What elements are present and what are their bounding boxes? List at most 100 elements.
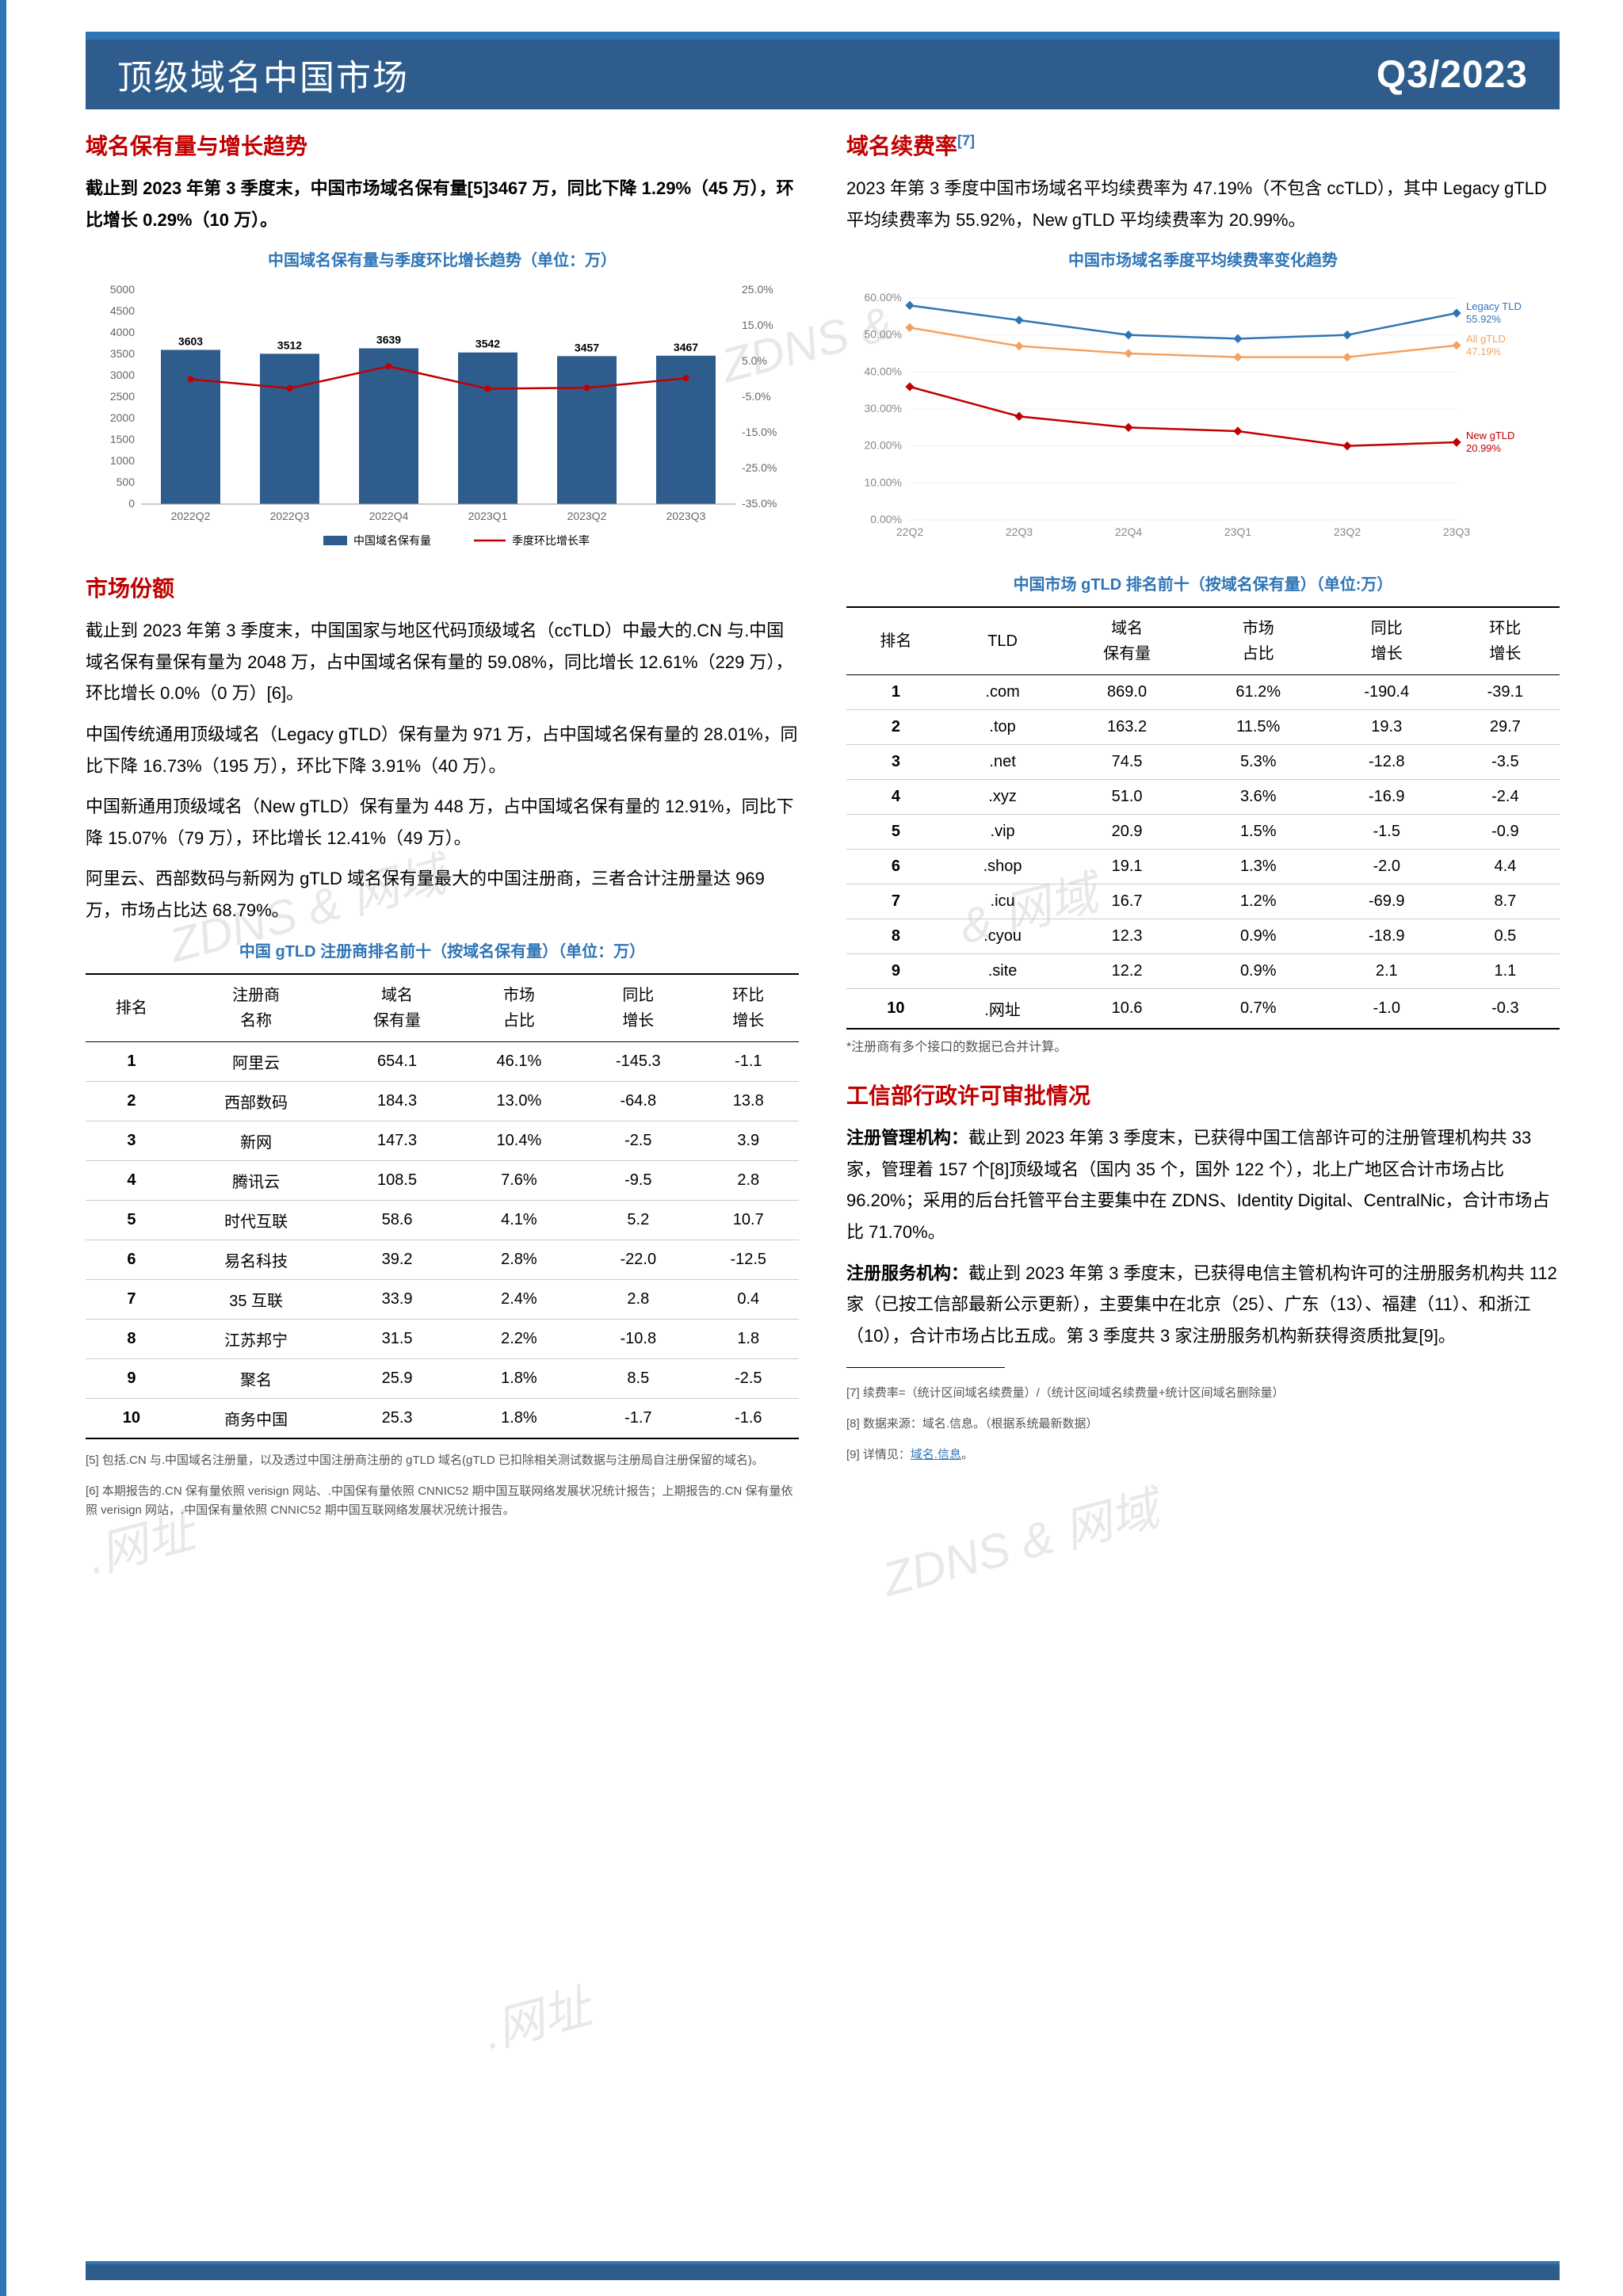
table-header: 市场占比: [1194, 607, 1323, 675]
table-cell: 阿里云: [178, 1041, 335, 1081]
table-cell: -18.9: [1323, 919, 1451, 954]
table-cell: 2.8%: [460, 1240, 579, 1279]
sec-market-p4: 阿里云、西部数码与新网为 gTLD 域名保有量最大的中国注册商，三者合计注册量达…: [86, 863, 799, 926]
table-cell: -2.4: [1451, 780, 1560, 815]
table-cell: -0.3: [1451, 989, 1560, 1030]
table-row: 9聚名25.91.8%8.5-2.5: [86, 1358, 799, 1398]
table-cell: 147.3: [334, 1121, 459, 1160]
table-cell: 3.9: [698, 1121, 799, 1160]
table2-title: 中国市场 gTLD 排名前十（按域名保有量）（单位:万）: [846, 571, 1560, 594]
table-cell: 1: [86, 1041, 178, 1081]
table-header: 排名: [846, 607, 945, 675]
table-cell: .xyz: [945, 780, 1060, 815]
registrar-table: 排名注册商名称域名保有量市场占比同比增长环比增长1阿里云654.146.1%-1…: [86, 973, 799, 1439]
table-cell: 11.5%: [1194, 710, 1323, 745]
table-cell: 1.3%: [1194, 850, 1323, 884]
svg-text:Legacy TLD: Legacy TLD: [1466, 300, 1522, 312]
sec-domain-growth-p1: 截止到 2023 年第 3 季度末，中国市场域名保有量[5]3467 万，同比下…: [86, 173, 799, 235]
table-cell: 1.1: [1451, 954, 1560, 989]
table-cell: .top: [945, 710, 1060, 745]
svg-text:500: 500: [116, 476, 136, 488]
table-row: 2.top163.211.5%19.329.7: [846, 710, 1560, 745]
table-cell: 8.7: [1451, 884, 1560, 919]
sec-market-p3: 中国新通用顶级域名（New gTLD）保有量为 448 万，占中国域名保有量的 …: [86, 791, 799, 854]
table-cell: 2: [846, 710, 945, 745]
table-cell: 1: [846, 675, 945, 710]
svg-text:2022Q4: 2022Q4: [369, 510, 409, 522]
table-cell: -1.5: [1323, 815, 1451, 850]
table-cell: 商务中国: [178, 1398, 335, 1438]
right-column: 域名续费率[7] 2023 年第 3 季度中国市场域名平均续费率为 47.19%…: [846, 129, 1560, 1520]
svg-text:-25.0%: -25.0%: [742, 461, 777, 474]
table-header: 同比增长: [1323, 607, 1451, 675]
svg-text:30.00%: 30.00%: [865, 402, 902, 415]
table-cell: 58.6: [334, 1200, 459, 1240]
table-cell: -1.7: [579, 1398, 697, 1438]
svg-text:23Q1: 23Q1: [1224, 525, 1251, 538]
svg-text:4500: 4500: [110, 304, 135, 317]
table-header: 域名保有量: [334, 974, 459, 1042]
svg-text:4000: 4000: [110, 326, 135, 338]
table-cell: 19.1: [1060, 850, 1193, 884]
table-header: 同比增长: [579, 974, 697, 1042]
footnote-9-link[interactable]: 域名.信息: [911, 1448, 961, 1461]
table-cell: 7: [86, 1279, 178, 1319]
table-cell: -16.9: [1323, 780, 1451, 815]
svg-text:20.00%: 20.00%: [865, 439, 902, 452]
sec-renewal-title: 域名续费率[7]: [846, 129, 1560, 161]
table-cell: 10: [846, 989, 945, 1030]
table-cell: 0.4: [698, 1279, 799, 1319]
svg-text:季度环比增长率: 季度环比增长率: [512, 534, 590, 547]
table-cell: .网址: [945, 989, 1060, 1030]
table-cell: 61.2%: [1194, 675, 1323, 710]
sec-market-p1: 截止到 2023 年第 3 季度末，中国国家与地区代码顶级域名（ccTLD）中最…: [86, 615, 799, 709]
svg-text:3457: 3457: [575, 342, 599, 354]
table-row: 1阿里云654.146.1%-145.3-1.1: [86, 1041, 799, 1081]
table-cell: 9: [86, 1358, 178, 1398]
table-cell: 2.1: [1323, 954, 1451, 989]
table-row: 4腾讯云108.57.6%-9.52.8: [86, 1160, 799, 1200]
renewal-sup: [7]: [957, 133, 975, 149]
table-cell: 8: [86, 1319, 178, 1358]
table-cell: 8.5: [579, 1358, 697, 1398]
table-cell: -9.5: [579, 1160, 697, 1200]
table-cell: 2: [86, 1081, 178, 1121]
svg-text:2023Q1: 2023Q1: [468, 510, 508, 522]
table-cell: 1.2%: [1194, 884, 1323, 919]
table-row: 6易名科技39.22.8%-22.0-12.5: [86, 1240, 799, 1279]
table-cell: 12.2: [1060, 954, 1193, 989]
table-header: 域名保有量: [1060, 607, 1193, 675]
table-row: 6.shop19.11.3%-2.04.4: [846, 850, 1560, 884]
svg-text:22Q2: 22Q2: [896, 525, 923, 538]
table-cell: 4: [86, 1160, 178, 1200]
table-cell: 7: [846, 884, 945, 919]
chart2: 0.00%10.00%20.00%30.00%40.00%50.00%60.00…: [846, 282, 1560, 552]
svg-text:60.00%: 60.00%: [865, 291, 902, 304]
svg-text:0: 0: [128, 497, 135, 510]
table-cell: 4: [846, 780, 945, 815]
table-row: 5.vip20.91.5%-1.5-0.9: [846, 815, 1560, 850]
quarter-badge: Q3/2023: [1377, 53, 1528, 97]
table-cell: 108.5: [334, 1160, 459, 1200]
svg-text:2023Q3: 2023Q3: [666, 510, 706, 522]
table-cell: 5: [86, 1200, 178, 1240]
svg-text:2000: 2000: [110, 411, 135, 424]
svg-text:22Q4: 22Q4: [1115, 525, 1142, 538]
svg-text:5000: 5000: [110, 283, 135, 296]
table-cell: 5: [846, 815, 945, 850]
miit-p2-label: 注册服务机构：: [846, 1263, 968, 1283]
table-cell: 46.1%: [460, 1041, 579, 1081]
table-row: 10.网址10.60.7%-1.0-0.3: [846, 989, 1560, 1030]
table-cell: 1.8: [698, 1319, 799, 1358]
sec-miit-p2: 注册服务机构：截止到 2023 年第 3 季度末，已获得电信主管机构许可的注册服…: [846, 1258, 1560, 1352]
table-header: 注册商名称: [178, 974, 335, 1042]
table-header: 环比增长: [698, 974, 799, 1042]
table-cell: 35 互联: [178, 1279, 335, 1319]
table-cell: 聚名: [178, 1358, 335, 1398]
svg-text:47.19%: 47.19%: [1466, 346, 1502, 357]
svg-text:All gTLD: All gTLD: [1466, 333, 1506, 345]
svg-text:15.0%: 15.0%: [742, 319, 773, 331]
table-cell: 2.8: [698, 1160, 799, 1200]
table-cell: -2.5: [698, 1358, 799, 1398]
table-cell: 8: [846, 919, 945, 954]
